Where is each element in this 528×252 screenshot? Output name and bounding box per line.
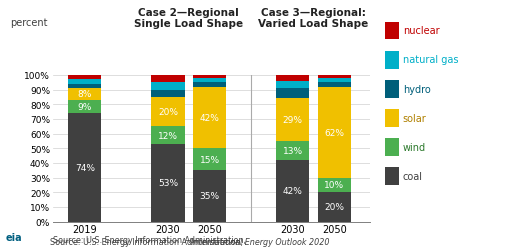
Text: Source: U.S. Energy Information Administration,: Source: U.S. Energy Information Administ… — [53, 235, 248, 244]
Text: 62%: 62% — [324, 128, 344, 137]
Bar — [318, 178, 351, 193]
Bar — [68, 114, 101, 222]
Text: 15%: 15% — [200, 155, 220, 164]
Bar — [318, 193, 351, 222]
Bar — [152, 90, 185, 98]
Text: 12%: 12% — [158, 131, 178, 140]
Text: solar: solar — [403, 113, 427, 123]
Bar — [276, 141, 309, 160]
Text: natural gas: natural gas — [403, 55, 458, 65]
Text: 9%: 9% — [78, 103, 92, 111]
Text: 35%: 35% — [200, 192, 220, 201]
Bar — [152, 76, 185, 83]
Text: hydro: hydro — [403, 84, 431, 94]
Bar — [193, 79, 226, 83]
Text: 53%: 53% — [158, 179, 178, 187]
Bar — [318, 79, 351, 83]
Bar — [318, 83, 351, 87]
Text: 29%: 29% — [283, 116, 303, 125]
Text: International Energy Outlook 2020: International Energy Outlook 2020 — [191, 237, 329, 246]
Bar — [68, 89, 101, 101]
Text: nuclear: nuclear — [403, 26, 439, 36]
Text: 74%: 74% — [75, 163, 95, 172]
Bar — [152, 127, 185, 144]
Bar — [68, 84, 101, 89]
Bar — [193, 87, 226, 149]
Text: 20%: 20% — [158, 108, 178, 117]
Text: Source: U.S. Energy Information Administration,: Source: U.S. Energy Information Administ… — [50, 237, 246, 246]
Bar — [193, 76, 226, 79]
Bar — [193, 171, 226, 222]
Text: 42%: 42% — [283, 186, 303, 196]
Text: percent: percent — [11, 18, 48, 28]
Text: 10%: 10% — [324, 181, 344, 190]
Text: 13%: 13% — [282, 146, 303, 155]
Bar — [68, 80, 101, 84]
Bar — [152, 144, 185, 222]
Text: Source: U.S. Energy Information Administration, International Energy Outlook 202: Source: U.S. Energy Information Administ… — [53, 235, 387, 244]
Text: coal: coal — [403, 171, 423, 181]
Bar — [318, 76, 351, 79]
Text: eia: eia — [5, 232, 22, 242]
Text: 20%: 20% — [324, 203, 344, 212]
Bar — [276, 160, 309, 222]
Bar — [68, 101, 101, 114]
Bar — [276, 76, 309, 81]
Bar — [193, 149, 226, 171]
Bar — [318, 87, 351, 178]
Text: 42%: 42% — [200, 113, 220, 122]
Bar — [152, 83, 185, 90]
Text: Case 3—Regional:
Varied Load Shape: Case 3—Regional: Varied Load Shape — [259, 8, 369, 29]
Bar — [193, 83, 226, 87]
Bar — [68, 76, 101, 80]
Text: wind: wind — [403, 142, 426, 152]
Bar — [276, 99, 309, 141]
Bar — [276, 81, 309, 89]
Bar — [276, 89, 309, 99]
Text: Case 2—Regional
Single Load Shape: Case 2—Regional Single Load Shape — [134, 8, 243, 29]
Text: 8%: 8% — [78, 90, 92, 99]
Bar — [152, 98, 185, 127]
